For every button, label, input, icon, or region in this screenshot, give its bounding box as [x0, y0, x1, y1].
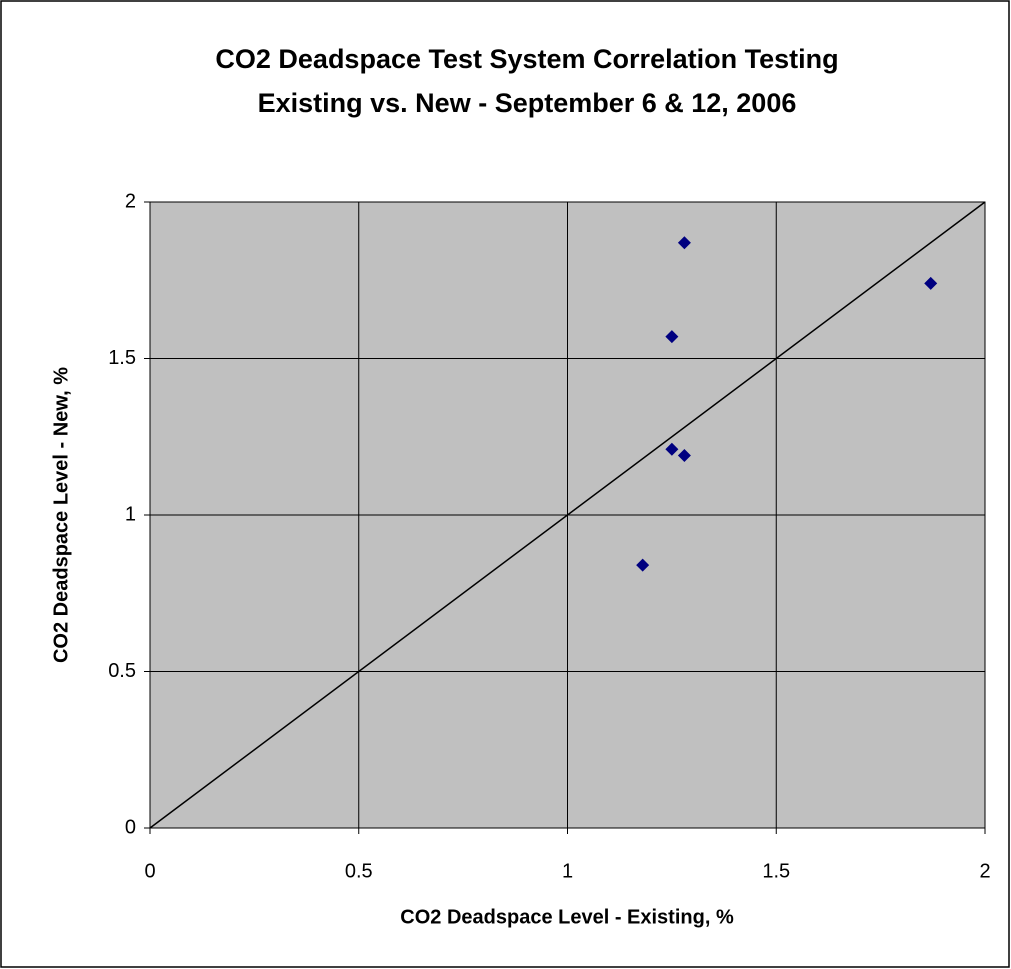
x-tick-label: 1 — [562, 860, 573, 882]
marker — [665, 330, 679, 344]
x-tick-label: 2 — [979, 860, 990, 882]
x-tick-label: 0 — [144, 860, 155, 882]
reference-line — [149, 201, 986, 829]
marker — [924, 276, 938, 290]
x-tick-label: 0.5 — [345, 860, 373, 882]
marker — [677, 236, 691, 250]
y-tick-label: 0.5 — [108, 660, 136, 682]
plot-border — [149, 201, 986, 829]
y-tick-label: 0 — [125, 816, 136, 838]
x-tick-label: 1.5 — [762, 860, 790, 882]
x-axis-label: CO2 Deadspace Level - Existing, % — [400, 906, 734, 928]
y-axis-label: CO2 Deadspace Level - New, % — [50, 367, 72, 663]
marker — [665, 442, 679, 456]
y-tick-label: 1 — [125, 503, 136, 525]
chart-title: Existing vs. New - September 6 & 12, 200… — [258, 88, 797, 118]
marker — [677, 449, 691, 463]
y-tick-label: 2 — [125, 190, 136, 212]
chart-title: CO2 Deadspace Test System Correlation Te… — [215, 44, 838, 74]
marker — [636, 558, 650, 572]
y-tick-label: 1.5 — [108, 347, 136, 369]
